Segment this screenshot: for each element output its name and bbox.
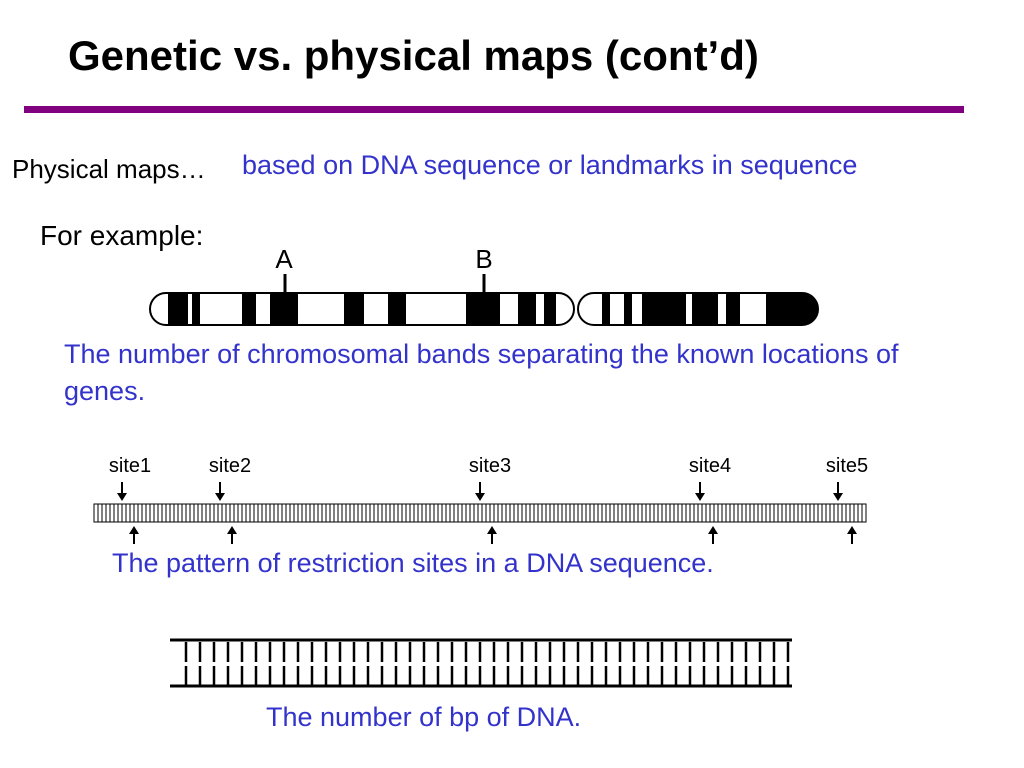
down-arrow-icon <box>475 482 485 501</box>
restriction-site-diagram: site1 site2 site3 site4 site5 <box>93 455 868 544</box>
chromosome-band <box>518 293 536 325</box>
site5-label: site5 <box>826 455 868 477</box>
marker-a-label: A <box>275 244 293 274</box>
chromosome-band <box>692 293 718 325</box>
up-arrow-icon <box>847 526 857 544</box>
down-arrow-icon <box>117 482 127 501</box>
marker-b-label: B <box>475 244 492 274</box>
down-arrow-icon <box>695 482 705 501</box>
chromosome-band <box>168 293 188 325</box>
chromosome-band <box>344 293 364 325</box>
chromosome-band <box>466 293 500 325</box>
chromosome-band <box>242 293 256 325</box>
site2-label: site2 <box>209 455 251 477</box>
physical-maps-label: Physical maps… <box>12 154 206 184</box>
chromosome-band <box>642 293 686 325</box>
bp-ladder-diagram <box>170 638 792 688</box>
site3-label: site3 <box>469 455 511 477</box>
for-example-label: For example: <box>40 220 204 251</box>
top-cut-arrows <box>117 482 843 501</box>
up-arrow-icon <box>487 526 497 544</box>
restriction-caption: The pattern of restriction sites in a DN… <box>112 548 714 578</box>
up-arrow-icon <box>129 526 139 544</box>
base-pair-rungs <box>184 642 790 685</box>
down-arrow-icon <box>215 482 225 501</box>
chromosome-left-arm <box>149 292 575 326</box>
chromosome-band <box>602 293 610 325</box>
chromosome-right-arm <box>577 292 819 326</box>
bp-caption: The number of bp of DNA. <box>266 702 582 732</box>
chromosome-band <box>726 293 740 325</box>
chromosome-band <box>192 293 200 325</box>
dna-strip <box>93 503 867 523</box>
site4-label: site4 <box>689 455 731 477</box>
bottom-cut-arrows <box>129 526 857 544</box>
chromosome-diagram: A B <box>149 244 819 326</box>
site1-label: site1 <box>109 455 151 477</box>
chromosome-band <box>544 293 556 325</box>
title-underline <box>24 106 964 113</box>
chromosome-band <box>388 293 406 325</box>
down-arrow-icon <box>833 482 843 501</box>
physical-maps-definition: based on DNA sequence or landmarks in se… <box>242 150 858 180</box>
chromosome-caption: The number of chromosomal bands separati… <box>64 339 899 406</box>
chromosome-band <box>766 293 818 325</box>
slide-title: Genetic vs. physical maps (cont’d) <box>68 32 759 79</box>
chromosome-band <box>624 293 632 325</box>
up-arrow-icon <box>227 526 237 544</box>
chromosome-band <box>270 293 298 325</box>
up-arrow-icon <box>708 526 718 544</box>
